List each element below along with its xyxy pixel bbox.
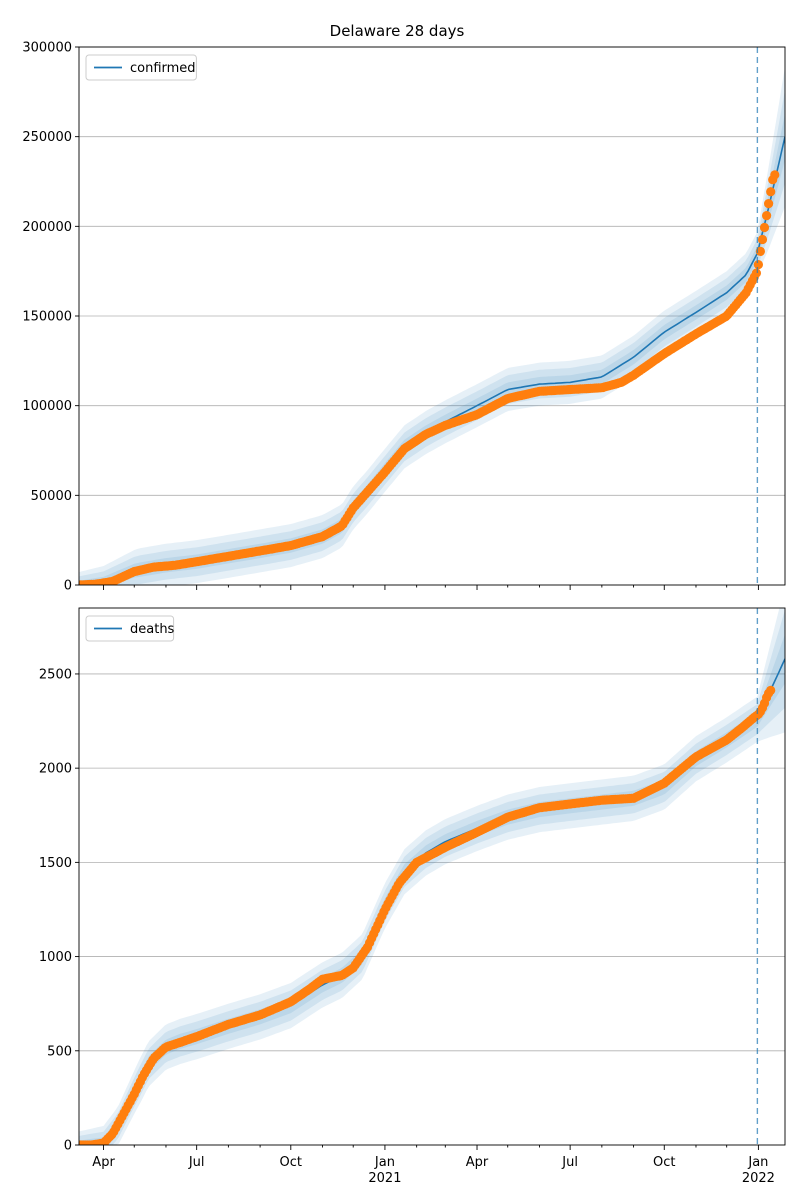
x-tick-label: Jan bbox=[374, 1155, 395, 1170]
plot-area bbox=[79, 66, 785, 585]
y-tick-label: 100000 bbox=[22, 399, 72, 414]
observed-point bbox=[762, 211, 772, 221]
x-tick-year-label: 2021 bbox=[368, 1171, 401, 1186]
axes-frame bbox=[78, 607, 786, 1146]
plot-area bbox=[79, 608, 785, 1145]
x-tick-label: Apr bbox=[466, 1155, 489, 1170]
legend: deaths bbox=[85, 615, 175, 642]
y-tick-label: 300000 bbox=[22, 41, 72, 56]
y-tick-label: 0 bbox=[64, 579, 72, 594]
y-tick-label: 2000 bbox=[39, 762, 72, 777]
x-tick-label: Oct bbox=[280, 1155, 302, 1170]
observed-point bbox=[759, 222, 770, 233]
y-tick-label: 500 bbox=[47, 1044, 72, 1059]
uncertainty-band bbox=[79, 634, 785, 1145]
legend-label: deaths bbox=[130, 622, 175, 637]
x-tick-label: Oct bbox=[653, 1155, 675, 1170]
x-tick-label: Apr bbox=[92, 1155, 115, 1170]
legend-box bbox=[85, 54, 197, 81]
y-tick-label: 50000 bbox=[31, 489, 72, 504]
y-tick-label: 2500 bbox=[39, 667, 72, 682]
legend-label: confirmed bbox=[130, 61, 196, 76]
x-tick-label: Jul bbox=[561, 1155, 578, 1170]
y-tick-label: 0 bbox=[64, 1139, 72, 1154]
observed-point bbox=[766, 187, 776, 197]
observed-point bbox=[764, 199, 774, 209]
y-tick-label: 1000 bbox=[39, 950, 72, 965]
legend: confirmed bbox=[85, 54, 197, 81]
y-tick-label: 200000 bbox=[22, 220, 72, 235]
x-tick-label: Jul bbox=[188, 1155, 205, 1170]
uncertainty-band bbox=[79, 90, 785, 585]
legend-box bbox=[85, 615, 175, 642]
x-tick-label: Jan bbox=[747, 1155, 768, 1170]
uncertainty-band bbox=[79, 609, 785, 1145]
observed-point bbox=[755, 246, 766, 256]
y-tick-label: 150000 bbox=[22, 310, 72, 325]
observed-point bbox=[753, 260, 764, 270]
y-tick-label: 250000 bbox=[22, 130, 72, 145]
observed-point bbox=[751, 268, 762, 278]
y-tick-label: 1500 bbox=[39, 856, 72, 871]
observed-point bbox=[766, 685, 776, 696]
figure-title: Delaware 28 days bbox=[330, 22, 465, 40]
x-tick-year-label: 2022 bbox=[742, 1171, 775, 1186]
uncertainty-band bbox=[79, 608, 785, 1145]
observed-point bbox=[757, 234, 768, 245]
model-line bbox=[79, 658, 785, 1145]
model-line bbox=[79, 136, 785, 585]
confirmed-panel: 0 50000 100000 150000 200000 250000 300000 conf… bbox=[22, 41, 786, 594]
observed-point bbox=[770, 170, 780, 180]
